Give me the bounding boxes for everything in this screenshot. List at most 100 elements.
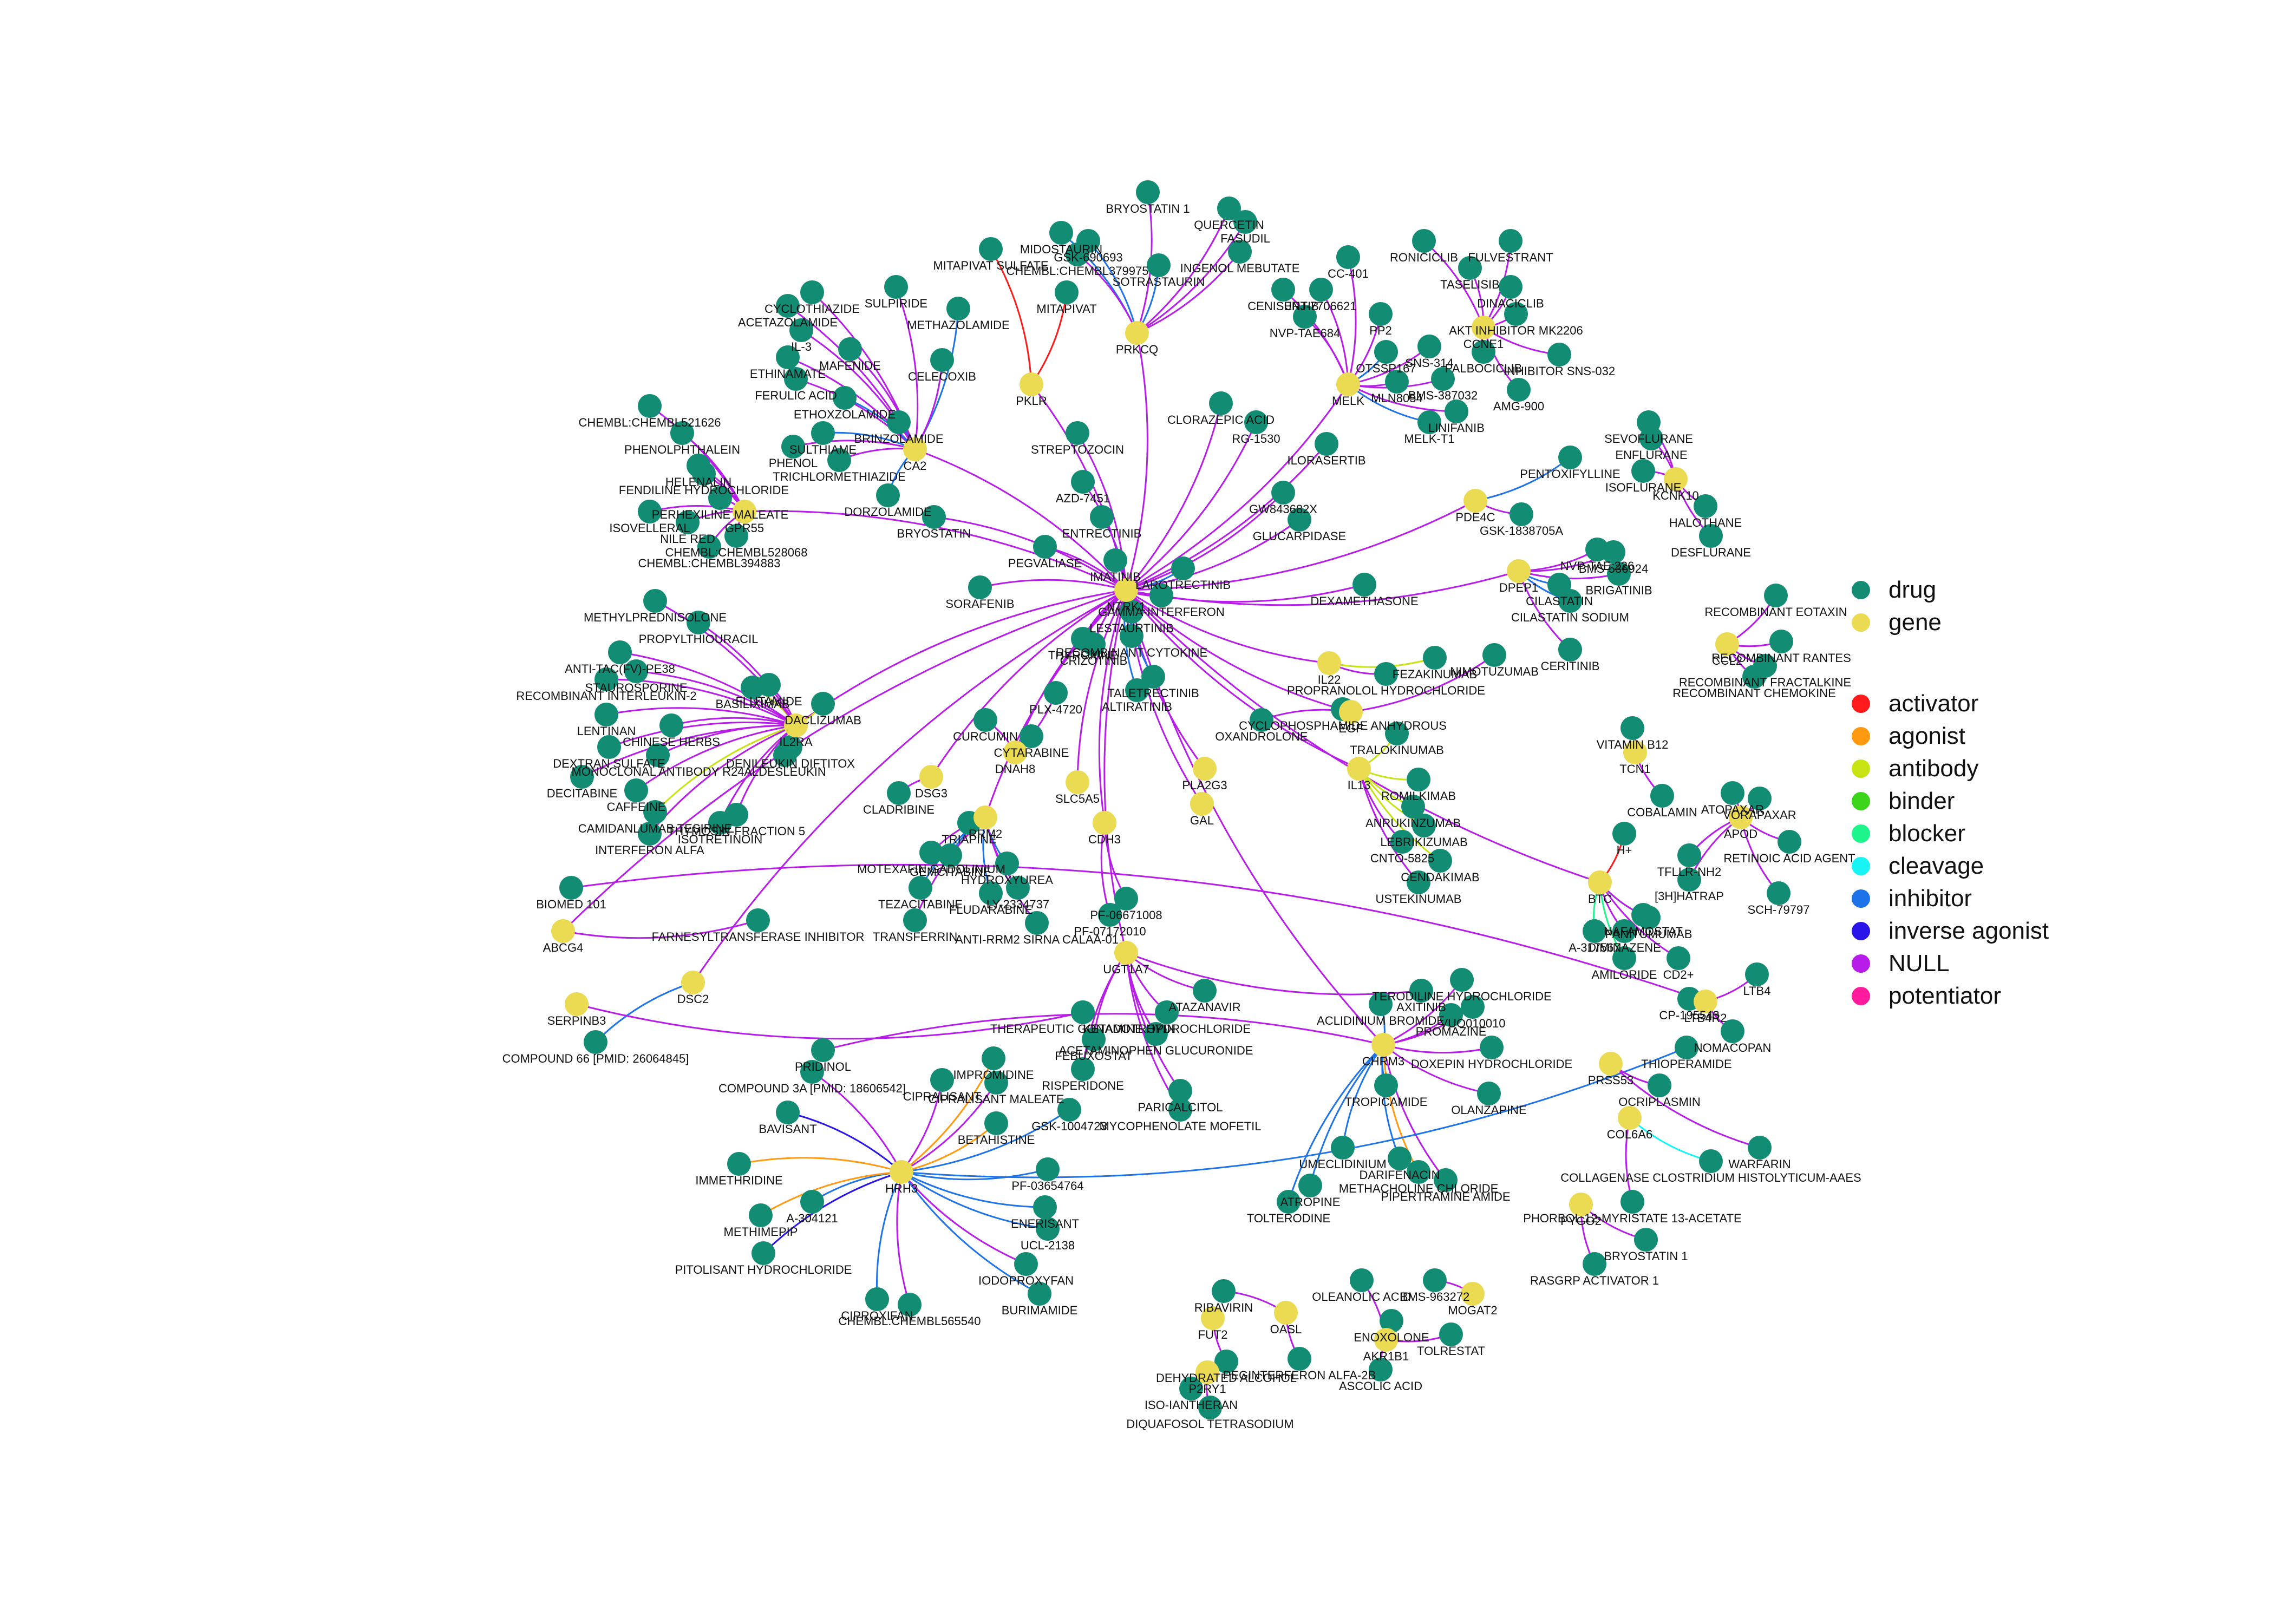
drug-node-lentinan[interactable] (594, 703, 618, 726)
drug-node-collagenase-clostridium-histolyticum-aaes[interactable] (1699, 1149, 1723, 1173)
drug-node-dinaciclib[interactable] (1499, 275, 1522, 299)
drug-node-fezakinumab[interactable] (1423, 646, 1447, 670)
drug-node-ocriplasmin[interactable] (1648, 1073, 1671, 1097)
drug-node-mafenide[interactable] (838, 337, 862, 361)
drug-node-gsk-1838705a[interactable] (1510, 502, 1533, 526)
drug-node-bryostatin-1[interactable] (1136, 180, 1160, 204)
drug-node-immethridine[interactable] (727, 1152, 751, 1176)
drug-node-compound-66-pmid-26064845[interactable] (584, 1030, 607, 1054)
drug-node-nomacopan[interactable] (1721, 1019, 1744, 1043)
drug-node-anti-rrm2-sirna-calaa-01[interactable] (1025, 911, 1049, 935)
drug-node-chembl-chembl394883[interactable] (697, 535, 721, 559)
drug-node-fulvestrant[interactable] (1499, 229, 1522, 253)
drug-node-lestaurtinib[interactable] (1120, 600, 1143, 624)
drug-node-bryostatin[interactable] (922, 505, 946, 529)
drug-node-thioperamide[interactable] (1675, 1036, 1698, 1059)
drug-node-dehydrated-alcohol[interactable] (1214, 1350, 1238, 1373)
drug-node-sorafenib[interactable] (968, 575, 992, 599)
drug-node-pridinol[interactable] (811, 1038, 835, 1062)
drug-node-impromidine[interactable] (982, 1046, 1005, 1070)
drug-node-peginterferon-alfa-2b[interactable] (1288, 1347, 1311, 1371)
drug-node-azd-7451[interactable] (1071, 470, 1095, 494)
gene-node-egf[interactable] (1339, 700, 1363, 724)
drug-node-paricalcitol[interactable] (1168, 1079, 1192, 1103)
drug-node-thyroxine[interactable] (1071, 627, 1095, 651)
gene-node-slc5a5[interactable] (1066, 770, 1089, 794)
drug-node-akt-inhibitor-mk2206[interactable] (1504, 302, 1528, 326)
drug-node-chembl-chembl565540[interactable] (898, 1293, 922, 1317)
gene-node-mogat2[interactable] (1461, 1282, 1485, 1306)
drug-node-enflurane[interactable] (1639, 427, 1663, 450)
drug-node-methimepip[interactable] (749, 1203, 773, 1227)
drug-node-diminazene[interactable] (1612, 919, 1636, 943)
drug-node-terodiline-hydrochloride[interactable] (1450, 968, 1474, 992)
drug-node-anrukinzumab[interactable] (1401, 795, 1425, 818)
drug-node-propranolol-hydrochloride[interactable] (1374, 662, 1398, 686)
drug-node-ribavirin[interactable] (1212, 1279, 1236, 1303)
drug-node-atropine[interactable] (1298, 1174, 1322, 1197)
drug-node-curcumin[interactable] (973, 708, 997, 732)
drug-node-sns-314[interactable] (1417, 335, 1441, 358)
drug-node-mitapivat[interactable] (1055, 280, 1079, 304)
drug-node-recombinant-rantes[interactable] (1769, 630, 1793, 653)
drug-node-lebrikizumab[interactable] (1412, 814, 1436, 837)
gene-node-dpep1[interactable] (1507, 559, 1531, 583)
drug-node-ferulic-acid[interactable] (784, 367, 808, 391)
drug-node-therapeutic-gonadotropin[interactable] (1071, 1000, 1095, 1024)
drug-node-gsk-1004723[interactable] (1057, 1098, 1081, 1122)
drug-node-atopaxar[interactable] (1721, 781, 1744, 805)
drug-node-iodoproxyfan[interactable] (1014, 1252, 1038, 1276)
drug-node-bryostatin-1[interactable] (1634, 1228, 1658, 1252)
gene-node-dsc2[interactable] (681, 971, 705, 994)
drug-node-monoclonal-antibody-r24[interactable] (646, 743, 670, 767)
gene-node-gal[interactable] (1190, 792, 1214, 816)
gene-node-ca2[interactable] (903, 437, 927, 461)
gene-node-apod[interactable] (1729, 806, 1753, 829)
drug-node-perhexiline-maleate[interactable] (708, 486, 732, 510)
drug-node-chembl-chembl528068[interactable] (724, 524, 748, 548)
drug-node-pf-06671008[interactable] (1114, 887, 1138, 911)
drug-node-sulthiame[interactable] (811, 421, 835, 445)
gene-node-chrm3[interactable] (1371, 1033, 1395, 1057)
gene-node-ccne1[interactable] (1472, 316, 1495, 339)
drug-node-sch-79797[interactable] (1767, 881, 1791, 905)
gene-node-ugt1a7[interactable] (1114, 941, 1138, 965)
drug-node-taselisib[interactable] (1458, 256, 1482, 280)
drug-node-nimotuzumab[interactable] (1482, 643, 1506, 667)
drug-node-nvp-tae-226[interactable] (1585, 538, 1609, 561)
drug-node-brigatinib[interactable] (1607, 562, 1631, 586)
gene-node-pklr[interactable] (1020, 372, 1043, 396)
drug-node-isotretinoin[interactable] (708, 811, 732, 835)
drug-node-romilkimab[interactable] (1407, 768, 1430, 791)
drug-node-recombinant-chemokine[interactable] (1742, 665, 1766, 689)
drug-node-motexafin-gadolinium[interactable] (919, 841, 943, 865)
drug-node-chembl-chembl379975[interactable] (1066, 243, 1089, 266)
drug-node-entrectinib[interactable] (1090, 505, 1114, 529)
drug-node-nile-red[interactable] (676, 510, 700, 534)
drug-node-cnto-5825[interactable] (1390, 830, 1414, 854)
drug-node-decitabine[interactable] (570, 765, 594, 789)
drug-node-retinoic-acid-agent[interactable] (1778, 830, 1801, 854)
drug-node-ustekinumab[interactable] (1407, 870, 1430, 894)
drug-node-ethinamate[interactable] (776, 345, 800, 369)
drug-node-oxandrolone[interactable] (1250, 708, 1273, 732)
drug-node-melk-t1[interactable] (1417, 410, 1441, 434)
drug-node-tropicamide[interactable] (1374, 1073, 1398, 1097)
gene-node-pygo2[interactable] (1569, 1193, 1593, 1216)
drug-node-brinzolamide[interactable] (887, 410, 911, 434)
drug-node-tolterodine[interactable] (1277, 1190, 1301, 1214)
drug-node-risperidone[interactable] (1071, 1057, 1095, 1081)
drug-node-gamma-interferon[interactable] (1149, 584, 1173, 607)
gene-node-p2ry1[interactable] (1195, 1360, 1219, 1384)
drug-node-larotrectinib[interactable] (1171, 556, 1195, 580)
drug-node-vitamin-b12[interactable] (1620, 716, 1644, 740)
drug-node-methazolamide[interactable] (946, 297, 970, 320)
drug-node-bms-963272[interactable] (1423, 1268, 1447, 1292)
drug-node-atazanavir[interactable] (1193, 979, 1217, 1003)
drug-node-umeclidinium[interactable] (1331, 1136, 1355, 1160)
drug-node-ilorasertib[interactable] (1315, 432, 1338, 456)
drug-node-a-317567[interactable] (1583, 919, 1606, 943)
gene-node-fut2[interactable] (1201, 1306, 1225, 1330)
drug-node-imatinib[interactable] (1103, 548, 1127, 572)
drug-node-bms-387032[interactable] (1431, 367, 1455, 391)
